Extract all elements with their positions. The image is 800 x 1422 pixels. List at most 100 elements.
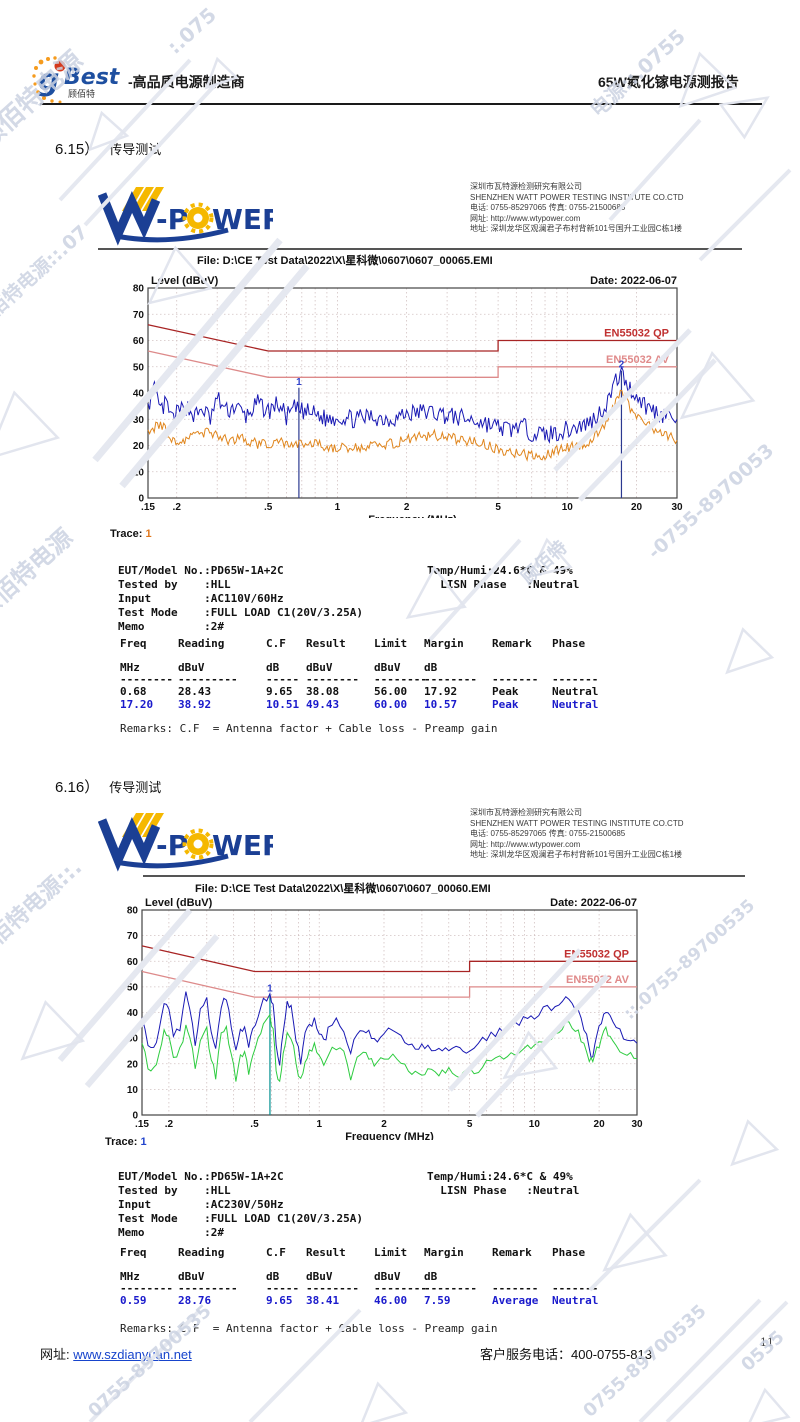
table-cell: 46.00	[374, 1294, 408, 1307]
lab-address: 地址: 深圳龙华区观澜君子布村背新101号国升工业园C栋1楼	[470, 224, 683, 233]
gobest-logo-best: Best	[64, 65, 121, 90]
svg-text:.5: .5	[250, 1119, 259, 1130]
trace-label: Trace:	[105, 1136, 138, 1148]
lab-cn-name: 深圳市瓦特源检测研究有限公司	[470, 182, 582, 191]
svg-text:0: 0	[132, 1111, 138, 1122]
eut-info-line: Tested by :HLL	[118, 578, 231, 591]
table-cell: 10.51	[266, 698, 300, 711]
header-tagline: -高品质电源制造商	[128, 74, 245, 90]
eut-info-left: EUT/Model No.:PD65W-1A+2C Tested by :HLL I…	[118, 564, 363, 634]
chart-date: Date: 2022-06-07	[550, 897, 637, 909]
watermark-triangle	[358, 1381, 409, 1422]
watermark-stroke	[698, 168, 792, 262]
section-title: 传导测试	[109, 780, 162, 795]
svg-text:60: 60	[127, 957, 139, 968]
lab-tel-fax: 电话: 0755-85297065 传真: 0755-21500685	[470, 829, 626, 838]
svg-text:80: 80	[133, 284, 145, 295]
marker-label: 2	[619, 360, 625, 371]
footer-site-link[interactable]: www.szdianyuan.net	[73, 1347, 192, 1362]
table-cell: Limit	[374, 1246, 408, 1259]
lab-tel-fax: 电话: 0755-85297065 传真: 0755-21500685	[470, 203, 626, 212]
table-cell: -------	[552, 673, 599, 686]
table-cell: MHz	[120, 661, 140, 674]
table-cell: Neutral	[552, 685, 599, 698]
section-heading-6-16: 6.16） 传导测试	[55, 776, 161, 797]
table-row: -------- --------- ----- -------- -------- --…	[118, 1282, 758, 1295]
svg-text:20: 20	[594, 1119, 606, 1130]
table-row: Freq Reading C.F Result Limit Margin Remark Pha…	[118, 637, 758, 661]
svg-text:.2: .2	[173, 502, 182, 513]
header-divider	[40, 103, 762, 105]
svg-text:5: 5	[467, 1119, 473, 1130]
svg-text:0: 0	[138, 494, 144, 505]
table-cell: C.F	[266, 637, 286, 650]
table-row: 0.59 28.76 9.65 38.41 46.00 7.59 Average Neutra…	[118, 1294, 758, 1307]
trace-number: 1	[140, 1136, 147, 1148]
watermark-text: 0535	[737, 1327, 788, 1376]
table-cell: 38.08	[306, 685, 340, 698]
table-cell: Neutral	[552, 698, 599, 711]
lab-address: 地址: 深圳龙华区观澜君子布村背新101号国升工业园C栋1楼	[470, 850, 683, 859]
table-cell: MHz	[120, 1270, 140, 1283]
wpower-logo: -P WER	[98, 187, 273, 246]
svg-text:10: 10	[133, 467, 145, 478]
table-cell: C.F	[266, 1246, 286, 1259]
page-number: 11	[760, 1336, 774, 1349]
table-cell: dB	[266, 1270, 280, 1283]
eut-info-line: EUT/Model No.:PD65W-1A+2C	[118, 1170, 284, 1183]
table-cell: ---------	[178, 673, 238, 686]
table-cell: dB	[266, 661, 280, 674]
table-row: -------- --------- ----- -------- -------- --…	[118, 673, 758, 686]
table-cell: --------	[306, 1282, 359, 1295]
eut-info-right: Temp/Humi:24.6*C & 49% LISN Phase :Neutr…	[427, 1170, 579, 1198]
limit-label: EN55032 AV	[606, 354, 670, 366]
svg-text:20: 20	[631, 502, 643, 513]
svg-text:2: 2	[404, 502, 410, 513]
results-table: Freq Reading C.F Result Limit Margin Remark Pha…	[118, 637, 758, 711]
svg-text:40: 40	[127, 1008, 139, 1019]
watermark-triangle	[730, 1119, 780, 1167]
section-title: 传导测试	[109, 142, 162, 157]
marker-label: 1	[296, 377, 302, 388]
svg-text:.2: .2	[165, 1119, 174, 1130]
trace-average	[147, 389, 678, 462]
table-cell: 49.43	[306, 698, 340, 711]
svg-text:60: 60	[133, 336, 145, 347]
table-row: Freq Reading C.F Result Limit Margin Remark Pha…	[118, 1246, 758, 1270]
table-cell: 56.00	[374, 685, 408, 698]
table-row: MHz dBuV dB dBuV dBuV dB	[118, 661, 758, 674]
svg-text:2: 2	[381, 1119, 387, 1130]
lab-website: 网址: http://www.wtypower.com	[470, 213, 581, 223]
trace-label: Trace:	[110, 528, 143, 540]
table-cell: dBuV	[306, 661, 333, 674]
table-cell: 17.92	[424, 685, 458, 698]
table-cell: Limit	[374, 637, 408, 650]
table-cell: 7.59	[424, 1294, 451, 1307]
table-row: MHz dBuV dB dBuV dBuV dB	[118, 1270, 758, 1283]
watermark-triangle	[0, 390, 61, 461]
lab-contact-block: 深圳市瓦特源检测研究有限公司 SHENZHEN WATT POWER TESTI…	[470, 182, 683, 235]
svg-text:20: 20	[133, 441, 145, 452]
watermark-text: 顾佰特电源::.07	[0, 220, 92, 333]
table-cell: 38.41	[306, 1294, 340, 1307]
table-cell: 28.43	[178, 685, 212, 698]
table-cell: Reading	[178, 637, 225, 650]
table-cell: Peak	[492, 698, 519, 711]
emi-chart-2: 0 10 20 30 40 50 60 70 80 .15 .2 .5 1 2 5 10 20 30 Level (…	[127, 897, 643, 1140]
svg-text:1: 1	[316, 1119, 322, 1130]
table-cell: Margin	[424, 1246, 464, 1259]
wpower-logo-text-right: WER	[212, 829, 273, 862]
svg-text:.5: .5	[264, 502, 273, 513]
eut-info-line: Tested by :HLL	[118, 1184, 231, 1197]
table-cell: dBuV	[374, 661, 401, 674]
gobest-logo: g Best 顾佰特	[32, 56, 121, 104]
table-cell: dBuV	[178, 1270, 205, 1283]
table-cell: Freq	[120, 637, 147, 650]
watermark-triangle	[718, 96, 770, 140]
table-cell: 17.20	[120, 698, 154, 711]
lab-en-name: SHENZHEN WATT POWER TESTING INSTITUTE CO…	[470, 192, 684, 202]
watermark-text: 顾佰特电源::.	[0, 854, 87, 964]
svg-text:70: 70	[133, 310, 145, 321]
svg-text:40: 40	[133, 389, 145, 400]
remarks-line: Remarks: C.F = Antenna factor + Cable lo…	[120, 722, 498, 735]
